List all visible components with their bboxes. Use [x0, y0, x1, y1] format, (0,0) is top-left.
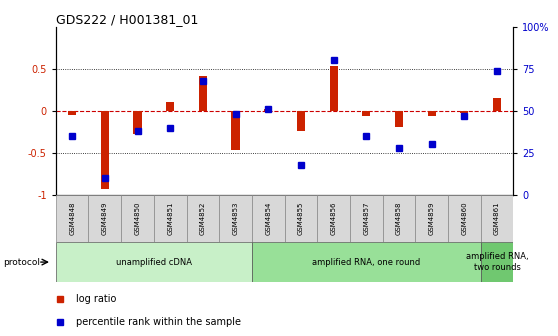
Bar [252, 242, 480, 282]
Bar [415, 195, 448, 242]
Bar [199, 77, 207, 111]
Bar [56, 195, 89, 242]
Text: GSM4850: GSM4850 [134, 202, 141, 235]
Bar [133, 111, 142, 134]
Bar [89, 195, 121, 242]
Bar [480, 242, 513, 282]
Text: log ratio: log ratio [76, 294, 117, 304]
Text: GSM4858: GSM4858 [396, 202, 402, 235]
Bar [362, 111, 371, 116]
Text: amplified RNA,
two rounds: amplified RNA, two rounds [466, 252, 528, 272]
Bar [395, 111, 403, 127]
Bar [383, 195, 415, 242]
Bar [480, 195, 513, 242]
Text: GSM4852: GSM4852 [200, 202, 206, 235]
Bar [121, 195, 154, 242]
Bar [264, 109, 272, 111]
Text: percentile rank within the sample: percentile rank within the sample [76, 317, 242, 327]
Bar [318, 195, 350, 242]
Bar [285, 195, 318, 242]
Text: GSM4861: GSM4861 [494, 202, 500, 235]
Text: GSM4859: GSM4859 [429, 202, 435, 235]
Bar [101, 111, 109, 189]
Text: GSM4856: GSM4856 [330, 202, 336, 235]
Bar [350, 195, 383, 242]
Bar [330, 66, 338, 111]
Bar [219, 195, 252, 242]
Text: GSM4857: GSM4857 [363, 202, 369, 235]
Text: GSM4851: GSM4851 [167, 202, 173, 235]
Bar [68, 111, 76, 115]
Bar [448, 195, 480, 242]
Bar [154, 195, 186, 242]
Text: GDS222 / H001381_01: GDS222 / H001381_01 [56, 13, 198, 26]
Text: GSM4854: GSM4854 [265, 202, 271, 235]
Bar [252, 195, 285, 242]
Text: amplified RNA, one round: amplified RNA, one round [312, 258, 420, 266]
Text: unamplified cDNA: unamplified cDNA [116, 258, 192, 266]
Bar [56, 242, 252, 282]
Text: GSM4855: GSM4855 [298, 202, 304, 235]
Bar [427, 111, 436, 116]
Bar [166, 102, 174, 111]
Text: GSM4853: GSM4853 [233, 202, 239, 235]
Bar [232, 111, 239, 150]
Bar [297, 111, 305, 131]
Bar [186, 195, 219, 242]
Text: GSM4848: GSM4848 [69, 202, 75, 235]
Text: GSM4849: GSM4849 [102, 202, 108, 235]
Text: protocol: protocol [3, 258, 40, 266]
Text: GSM4860: GSM4860 [461, 202, 468, 235]
Bar [460, 111, 468, 114]
Bar [493, 98, 501, 111]
